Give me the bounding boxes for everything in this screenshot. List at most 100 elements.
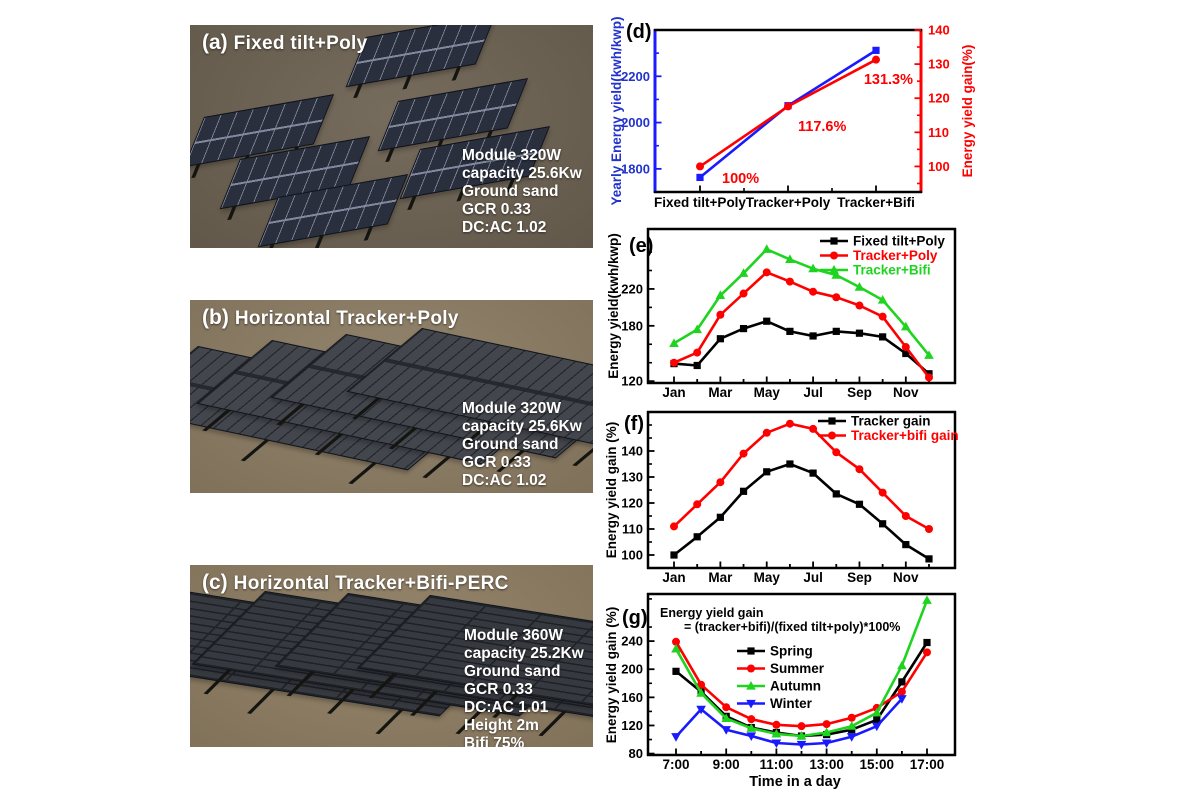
svg-text:2000: 2000 <box>621 115 650 130</box>
svg-text:Energy yield gain: Energy yield gain <box>660 606 764 620</box>
svg-text:140: 140 <box>621 444 643 459</box>
spec-line: GCR 0.33 <box>464 680 533 698</box>
svg-text:131.3%: 131.3% <box>864 72 913 88</box>
svg-text:Tracker gain: Tracker gain <box>851 414 931 429</box>
svg-text:130: 130 <box>928 57 950 72</box>
svg-text:220: 220 <box>621 281 643 296</box>
chart-d: 1800 2000 2200 100 110 120 130 140 Fixed tilt+Po… <box>609 16 975 210</box>
spec-line: Module 360W <box>464 627 564 644</box>
scene-tracker-poly: (b) Horizontal Tracker+Poly Module 320W ca… <box>190 300 593 493</box>
svg-text:= (tracker+bifi)/(fixed tilt+p: = (tracker+bifi)/(fixed tilt+poly)*100% <box>684 620 900 634</box>
svg-text:Energy yield gain(%): Energy yield gain(%) <box>960 45 975 178</box>
svg-text:180: 180 <box>621 318 643 333</box>
svg-text:Nov: Nov <box>893 385 919 400</box>
svg-text:Tracker+Poly: Tracker+Poly <box>746 195 831 210</box>
svg-text:11:00: 11:00 <box>760 757 794 772</box>
scene-tracker-bifi: (c) Horizontal Tracker+Bifi-PERC Module 3… <box>190 565 593 747</box>
spec-line: DC:AC 1.02 <box>462 471 547 489</box>
svg-text:Tracker+Bifi: Tracker+Bifi <box>837 195 915 210</box>
chart-g: 80 120 160 200 240 7:00 9:00 11:00 13:00 15:00 17:… <box>604 592 957 790</box>
spec-line: DC:AC 1.02 <box>462 218 547 236</box>
svg-text:Summer: Summer <box>770 661 825 676</box>
svg-text:Autumn: Autumn <box>770 679 821 694</box>
panel-c-specs: Module 360W capacity 25.2Kw Ground sand GCR… <box>464 627 584 747</box>
svg-text:Jan: Jan <box>662 385 685 400</box>
spec-line: Module 320W <box>462 400 562 417</box>
spec-line: GCR 0.33 <box>462 453 531 471</box>
scene-fixed-tilt: (a) Fixed tilt+Poly Module 320W capacity 2… <box>190 25 593 248</box>
spec-line: Ground sand <box>462 435 559 453</box>
svg-text:120: 120 <box>621 496 643 511</box>
panel-a-specs: Module 320W capacity 25.6Kw Ground sand GCR… <box>462 147 582 237</box>
panel-b-specs: Module 320W capacity 25.6Kw Ground sand GCR… <box>462 400 582 490</box>
svg-text:(g): (g) <box>622 607 648 629</box>
svg-text:7:00: 7:00 <box>662 757 689 772</box>
svg-text:80: 80 <box>629 746 643 761</box>
svg-text:Tracker+bifi gain: Tracker+bifi gain <box>851 428 959 443</box>
svg-text:100: 100 <box>928 159 950 174</box>
svg-text:140: 140 <box>928 23 950 38</box>
chart-f: 100 110 120 130 140 Jan Mar May Jul Sep Nov Tracker… <box>604 410 959 585</box>
spec-line: DC:AC 1.01 <box>464 698 549 716</box>
svg-text:110: 110 <box>622 522 643 537</box>
spec-line: capacity 25.6Kw <box>462 417 582 435</box>
svg-text:May: May <box>754 385 781 400</box>
svg-text:120: 120 <box>928 91 950 106</box>
svg-text:Energy yield(kwh/kwp): Energy yield(kwh/kwp) <box>606 233 621 379</box>
spec-line: Module 320W <box>462 147 562 164</box>
svg-text:240: 240 <box>621 634 643 649</box>
spec-line: GCR 0.33 <box>462 200 531 218</box>
svg-text:Energy yield gain (%): Energy yield gain (%) <box>604 422 619 559</box>
spec-line: Bifi 75% <box>464 734 525 747</box>
svg-text:(f): (f) <box>624 413 644 435</box>
svg-text:100%: 100% <box>722 171 759 187</box>
panel-a-title-text: Fixed tilt+Poly <box>233 33 368 54</box>
svg-text:May: May <box>754 570 781 585</box>
svg-text:(e): (e) <box>629 235 653 257</box>
panel-a-title: (a) Fixed tilt+Poly <box>202 31 368 55</box>
svg-text:Nov: Nov <box>893 570 919 585</box>
svg-text:Spring: Spring <box>770 644 813 659</box>
svg-text:Mar: Mar <box>708 385 733 400</box>
svg-text:Time in a day: Time in a day <box>749 774 841 790</box>
svg-text:15:00: 15:00 <box>860 757 895 772</box>
svg-text:Tracker+Poly: Tracker+Poly <box>853 248 938 263</box>
svg-text:1800: 1800 <box>621 161 650 176</box>
svg-text:17:00: 17:00 <box>910 757 945 772</box>
svg-text:Mar: Mar <box>708 570 733 585</box>
svg-text:110: 110 <box>928 125 949 140</box>
svg-text:Fixed tilt+Poly: Fixed tilt+Poly <box>654 195 746 210</box>
svg-text:Winter: Winter <box>770 696 813 711</box>
svg-text:Sep: Sep <box>847 570 872 585</box>
panel-a-label: (a) <box>202 31 228 54</box>
svg-text:(d): (d) <box>626 21 652 43</box>
svg-text:Yearly Energy yield(kwh/kwp): Yearly Energy yield(kwh/kwp) <box>609 16 624 205</box>
panel-c-title: (c) Horizontal Tracker+Bifi-PERC <box>202 571 509 595</box>
svg-text:160: 160 <box>621 690 643 705</box>
panel-c-title-text: Horizontal Tracker+Bifi-PERC <box>233 573 509 594</box>
panel-b-label: (b) <box>202 306 229 329</box>
svg-text:120: 120 <box>621 718 643 733</box>
svg-text:Fixed tilt+Poly: Fixed tilt+Poly <box>853 234 945 249</box>
svg-text:130: 130 <box>621 470 643 485</box>
panel-c-label: (c) <box>202 571 228 594</box>
svg-text:Jan: Jan <box>662 570 685 585</box>
svg-text:13:00: 13:00 <box>809 757 844 772</box>
spec-line: capacity 25.6Kw <box>462 164 582 182</box>
svg-text:120: 120 <box>621 374 643 389</box>
svg-text:9:00: 9:00 <box>713 757 740 772</box>
svg-text:2200: 2200 <box>621 69 650 84</box>
panel-b-title: (b) Horizontal Tracker+Poly <box>202 306 459 330</box>
svg-text:Jul: Jul <box>803 570 823 585</box>
svg-text:Energy yield gain (%): Energy yield gain (%) <box>604 607 619 744</box>
spec-line: Ground sand <box>462 182 559 200</box>
svg-text:Tracker+Bifi: Tracker+Bifi <box>853 263 931 278</box>
svg-text:117.6%: 117.6% <box>798 119 846 135</box>
spec-line: Height 2m <box>464 716 539 734</box>
svg-text:100: 100 <box>621 548 643 563</box>
svg-text:Sep: Sep <box>847 385 872 400</box>
